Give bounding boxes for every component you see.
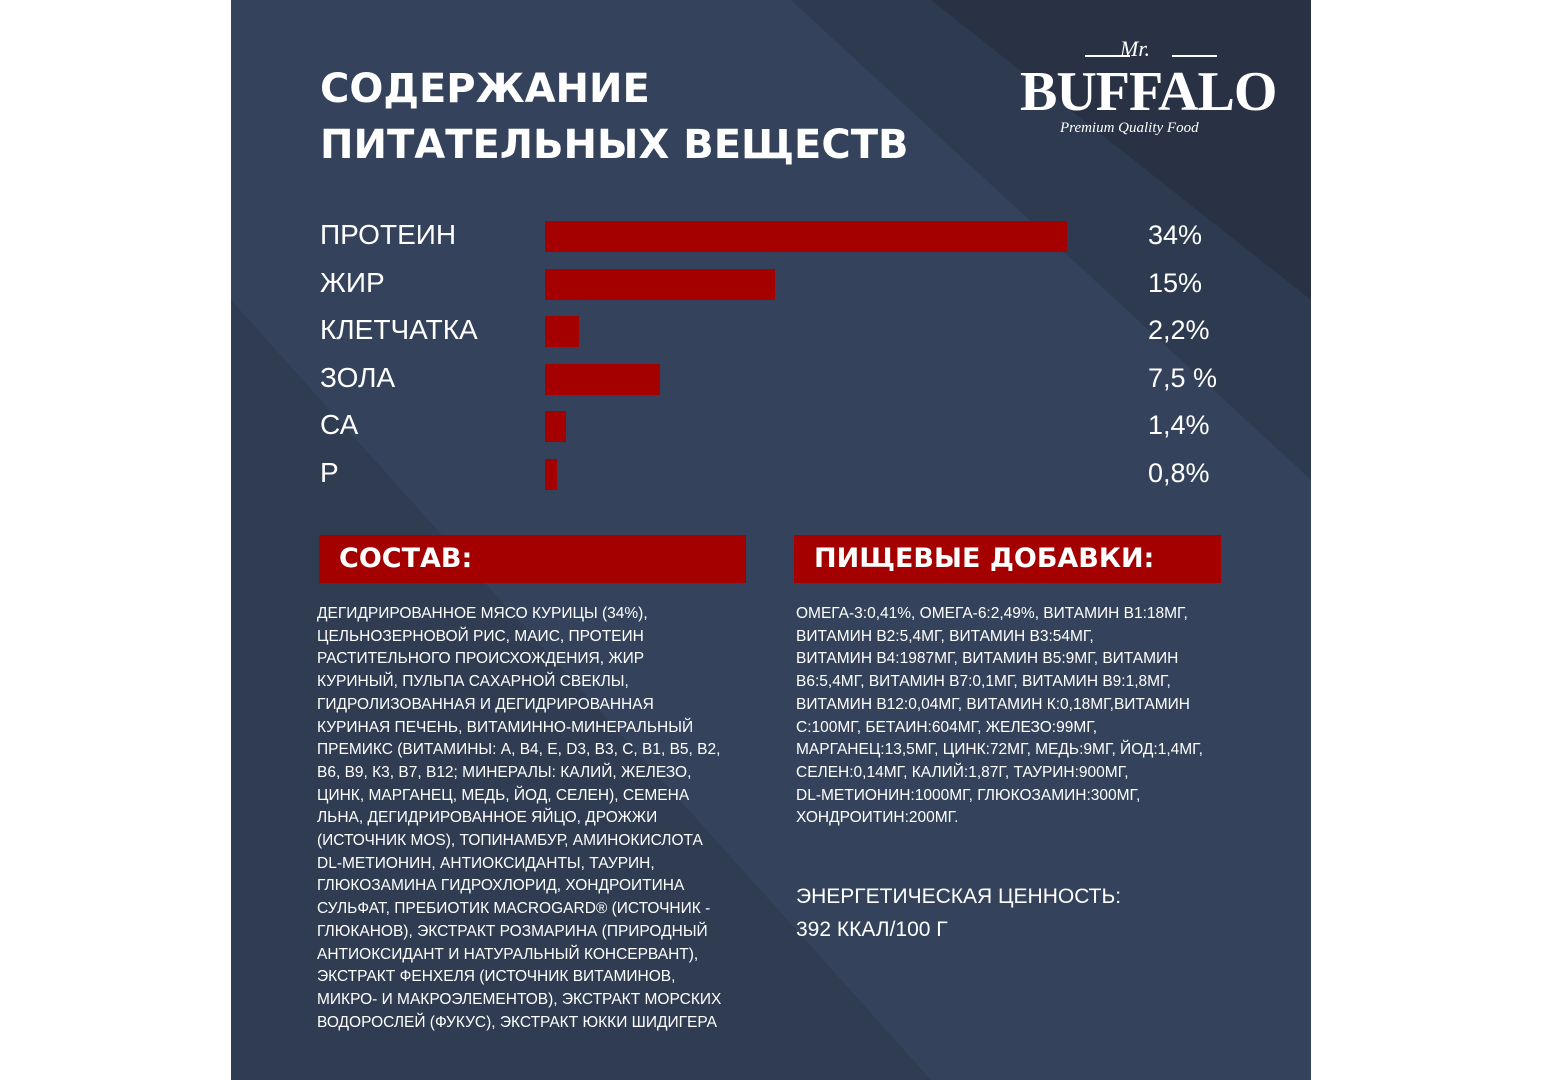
text-line: МАРГАНЕЦ:13,5МГ, ЦИНК:72МГ, МЕДЬ:9МГ, ЙО… — [796, 741, 1203, 759]
category-label: ЖИР — [320, 266, 385, 298]
text-line: (ИСТОЧНИК MOS), ТОПИНАМБУР, АМИНОКИСЛОТА — [317, 832, 703, 850]
text-line: ГИДРОЛИЗОВАННАЯ И ДЕГИДРИРОВАННАЯ — [317, 695, 654, 713]
bar — [545, 411, 567, 443]
energy-value: 392 ККАЛ/100 Г — [796, 918, 948, 941]
category-label: СА — [320, 409, 359, 441]
value-label: 7,5 % — [1148, 362, 1218, 393]
text-line: ДЕГИДРИРОВАННОЕ МЯСО КУРИЦЫ (34%), — [317, 605, 648, 622]
section-heading: ПИЩЕВЫЕ ДОБАВКИ: — [794, 535, 1221, 583]
value-label: 1,4% — [1148, 410, 1210, 441]
text-line: ЦЕЛЬНОЗЕРНОВОЙ РИС, МАИС, ПРОТЕИН — [317, 627, 644, 645]
category-label: КЛЕТЧАТКА — [320, 314, 478, 346]
text-line: ХОНДРОИТИН:200МГ. — [796, 809, 959, 827]
logo-tagline: Premium Quality Food — [1060, 120, 1199, 136]
text-line: МИКРО- И МАКРОЭЛЕМЕНТОВ), ЭКСТРАКТ МОРСК… — [317, 990, 722, 1008]
energy-label: ЭНЕРГЕТИЧЕСКАЯ ЦЕННОСТЬ: — [796, 885, 1122, 908]
value-label: 34% — [1148, 220, 1203, 250]
text-line: ПРЕМИКС (ВИТАМИНЫ: А, В4, Е, D3, В3, С, … — [317, 741, 721, 759]
text-line: ОМЕГА-3:0,41%, ОМЕГА-6:2,49%, ВИТАМИН В1… — [796, 605, 1188, 622]
text-line: ВИТАМИН В12:0,04МГ, ВИТАМИН К:0,18МГ,ВИТ… — [796, 695, 1190, 713]
text-line: DL-МЕТИОНИН, АНТИОКСИДАНТЫ, ТАУРИН, — [317, 854, 655, 872]
text-line: ВИТАМИН В2:5,4МГ, ВИТАМИН В3:54МГ, — [796, 627, 1094, 645]
bar — [545, 363, 661, 395]
bar — [545, 268, 776, 300]
text-line: СУЛЬФАТ, ПРЕБИОТИК MACROGARD® (ИСТОЧНИК … — [317, 900, 711, 918]
additives-text: ОМЕГА-3:0,41%, ОМЕГА-6:2,49%, ВИТАМИН В1… — [796, 603, 1203, 830]
text-line: DL-МЕТИОНИН:1000МГ, ГЛЮКОЗАМИН:300МГ, — [796, 786, 1141, 804]
logo-rule — [1085, 55, 1130, 57]
text-line: ГЛЮКОЗАМИНА ГИДРОХЛОРИД, ХОНДРОИТИНА — [317, 877, 685, 895]
bar — [545, 316, 579, 348]
category-label: ЗОЛА — [320, 361, 396, 393]
text-line: ГЛЮКАНОВ), ЭКСТРАКТ РОЗМАРИНА (ПРИРОДНЫЙ — [317, 922, 708, 940]
value-label: 0,8% — [1148, 458, 1210, 488]
category-label: Р — [320, 457, 339, 488]
text-line: СЕЛЕН:0,14МГ, КАЛИЙ:1,87Г, ТАУРИН:900МГ, — [796, 763, 1129, 781]
text-line: ЭКСТРАКТ ФЕНХЕЛЯ (ИСТОЧНИК ВИТАМИНОВ, — [317, 968, 676, 986]
text-line: КУРИНЫЙ, ПУЛЬПА САХАРНОЙ СВЕКЛЫ, — [317, 673, 629, 691]
bar — [545, 459, 558, 490]
text-line: С:100МГ, БЕТАИН:604МГ, ЖЕЛЕЗО:99МГ, — [796, 718, 1098, 736]
text-line: КУРИНАЯ ПЕЧЕНЬ, ВИТАМИННО-МИНЕРАЛЬНЫЙ — [317, 718, 694, 736]
category-label: ПРОТЕИН — [320, 219, 457, 250]
title-line: СОДЕРЖАНИЕ — [320, 66, 650, 112]
value-label: 2,2% — [1148, 315, 1210, 346]
title-line: ПИТАТЕЛЬНЫХ ВЕЩЕСТВ — [320, 122, 909, 168]
text-line: ЛЬНА, ДЕГИДРИРОВАННОЕ ЯЙЦО, ДРОЖЖИ — [317, 809, 658, 827]
text-line: ВОДОРОСЛЕЙ (ФУКУС), ЭКСТРАКТ ЮККИ ШИДИГЕ… — [317, 1013, 718, 1031]
text-line: В6, В9, К3, В7, В12; МИНЕРАЛЫ: КАЛИЙ, ЖЕ… — [317, 763, 692, 781]
text-line: В6:5,4МГ, ВИТАМИН В7:0,1МГ, ВИТАМИН В9:1… — [796, 673, 1171, 691]
text-line: АНТИОКСИДАНТ И НАТУРАЛЬНЫЙ КОНСЕРВАНТ), — [317, 945, 699, 963]
text-line: ЦИНК, МАРГАНЕЦ, МЕДЬ, ЙОД, СЕЛЕН), СЕМЕН… — [317, 786, 690, 804]
bar — [545, 221, 1067, 252]
section-heading: СОСТАВ: — [319, 535, 746, 583]
logo-prefix: Mr. — [1120, 36, 1150, 61]
value-label: 15% — [1148, 267, 1203, 298]
logo-rule — [1172, 55, 1217, 57]
composition-text: ДЕГИДРИРОВАННОЕ МЯСО КУРИЦЫ (34%), ЦЕЛЬНО… — [317, 603, 721, 1034]
logo-name: BUFFALO — [1020, 61, 1277, 123]
text-line: ВИТАМИН В4:1987МГ, ВИТАМИН В5:9МГ, ВИТАМ… — [796, 650, 1179, 668]
text-line: РАСТИТЕЛЬНОГО ПРОИСХОЖДЕНИЯ, ЖИР — [317, 650, 645, 668]
